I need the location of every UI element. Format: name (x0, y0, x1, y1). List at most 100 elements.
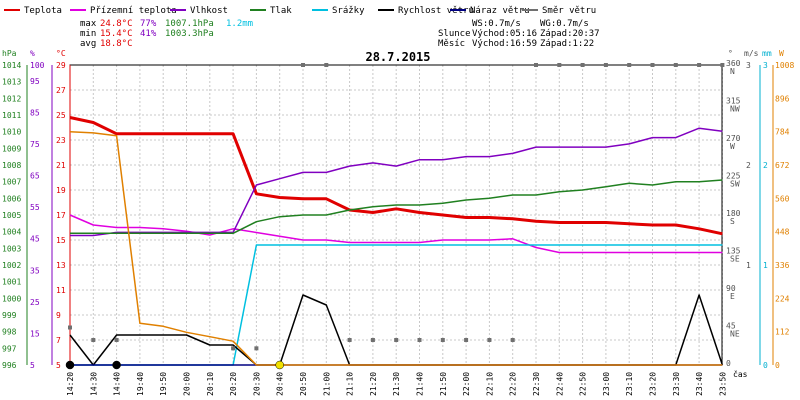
chart-title: 28.7.2015 (365, 50, 430, 64)
wind-wg: WG:0.7m/s (540, 19, 589, 29)
axis-w-tick: 448 (775, 228, 790, 237)
axis-dir-label: N (730, 67, 735, 76)
axis-pct-tick: 55 (30, 203, 40, 212)
axis-temp-tick: 29 (56, 61, 66, 70)
axis-hpa-tick: 1004 (2, 228, 21, 237)
sun-label: Slunce (438, 29, 471, 39)
axis-temp-tick: 17 (56, 211, 66, 220)
axis-w-tick: 224 (775, 294, 790, 303)
axis-temp-title: °C (56, 49, 66, 58)
axis-pct-tick: 85 (30, 108, 40, 117)
x-tick-label: 14:40 (113, 372, 122, 396)
axis-temp-tick: 9 (56, 311, 61, 320)
legend-label: Směr větru (542, 6, 596, 16)
axis-dir-title: ° (728, 49, 733, 58)
axis-ms-tick: 2 (746, 161, 751, 170)
axis-ms-tick: 3 (746, 61, 751, 70)
axis-dir-tick: 45 (726, 322, 736, 331)
x-axis-title: čas (733, 369, 748, 379)
stat-avg-label: avg (80, 39, 96, 49)
stat-max-rain: 1.2mm (226, 19, 253, 29)
axis-mm-tick: 3 (763, 61, 768, 70)
axis-temp-tick: 25 (56, 111, 66, 120)
axis-pct-tick: 65 (30, 172, 40, 181)
axis-dir-label: SW (730, 180, 740, 189)
x-tick-label: 20:00 (183, 372, 192, 396)
axis-dir-label: NE (730, 330, 740, 339)
direction-point (68, 325, 72, 330)
x-tick-label: 21:50 (439, 372, 448, 396)
axis-dir-tick: 90 (726, 284, 736, 293)
axis-hpa-tick: 999 (2, 311, 17, 320)
axis-dir-tick: 135 (726, 247, 741, 256)
wind-ws: WS:0.7m/s (472, 19, 521, 29)
direction-point (440, 338, 445, 342)
legend-label: Srážky (332, 6, 365, 16)
x-tick-label: 23:10 (625, 372, 634, 396)
axis-dir-label: S (730, 217, 735, 226)
legend: Teplota Přízemní teplota Vlhkost Tlak Srážky… (4, 6, 596, 16)
axis-dir-tick: 180 (726, 209, 741, 218)
axis-pct-tick: 25 (30, 298, 40, 307)
legend-label: Přízemní teplota (90, 6, 177, 16)
x-tick-label: 19:50 (159, 372, 168, 396)
x-tick-label: 20:40 (276, 372, 285, 396)
axis-temp-tick: 11 (56, 286, 66, 295)
axis-pct-tick: 5 (30, 361, 35, 370)
axis-hpa-tick: 1007 (2, 178, 21, 187)
direction-point (603, 63, 608, 67)
axis-w-tick: 672 (775, 161, 790, 170)
direction-point (650, 63, 655, 67)
direction-point (301, 63, 305, 67)
legend-label: Tlak (270, 6, 292, 16)
axis-w-tick: 784 (775, 128, 790, 137)
axis-dir-tick: 0 (726, 359, 731, 368)
x-tick-label: 23:50 (718, 372, 727, 396)
axis-w-tick: 1008 (775, 61, 794, 70)
moon-rise: Východ:16:59 (472, 39, 537, 49)
direction-point (510, 338, 515, 342)
axis-hpa-tick: 998 (2, 328, 17, 337)
direction-point (557, 63, 562, 67)
direction-point (114, 338, 119, 342)
series-tlak (70, 179, 723, 235)
x-tick-label: 22:10 (485, 372, 494, 396)
axis-temp-tick: 19 (56, 186, 66, 195)
x-tick-label: 19:40 (136, 372, 145, 396)
axis-pct-tick: 15 (30, 329, 40, 338)
series-teplota (69, 116, 723, 236)
x-tick-label: 22:30 (532, 372, 541, 396)
x-tick-label: 22:20 (509, 372, 518, 396)
axis-mm-tick: 2 (763, 161, 768, 170)
axis-w-tick: 896 (775, 94, 790, 103)
direction-point (464, 338, 469, 342)
axis-ms-tick: 1 (746, 261, 751, 270)
axis-hpa-tick: 1008 (2, 161, 21, 170)
axis-hpa-title: hPa (2, 49, 17, 58)
x-tick-label: 21:30 (392, 372, 401, 396)
axis-temp-tick: 13 (56, 261, 66, 270)
stat-min-label: min (80, 29, 96, 39)
x-tick-label: 20:10 (206, 372, 215, 396)
axis-pct-tick: 75 (30, 140, 40, 149)
sun-rise: Východ:05:16 (472, 29, 537, 39)
x-tick-label: 14:30 (89, 372, 98, 396)
axis-hpa-tick: 997 (2, 344, 17, 353)
axis-w-tick: 0 (775, 361, 780, 370)
legend-label: Teplota (24, 6, 62, 16)
x-tick-label: 22:00 (462, 372, 471, 396)
series-lines (69, 116, 724, 366)
direction-point (394, 338, 399, 342)
points (65, 63, 725, 370)
event-marker (275, 360, 284, 370)
x-tick-label: 23:20 (649, 372, 658, 396)
axis-hpa-tick: 1003 (2, 244, 21, 253)
x-tick-label: 21:40 (416, 372, 425, 396)
axis-hpa-tick: 996 (2, 361, 17, 370)
axis-pct-title: % (30, 49, 35, 58)
axis-temp-tick: 7 (56, 336, 61, 345)
axis-hpa-tick: 1001 (2, 278, 21, 287)
x-tick-label: 20:20 (229, 372, 238, 396)
